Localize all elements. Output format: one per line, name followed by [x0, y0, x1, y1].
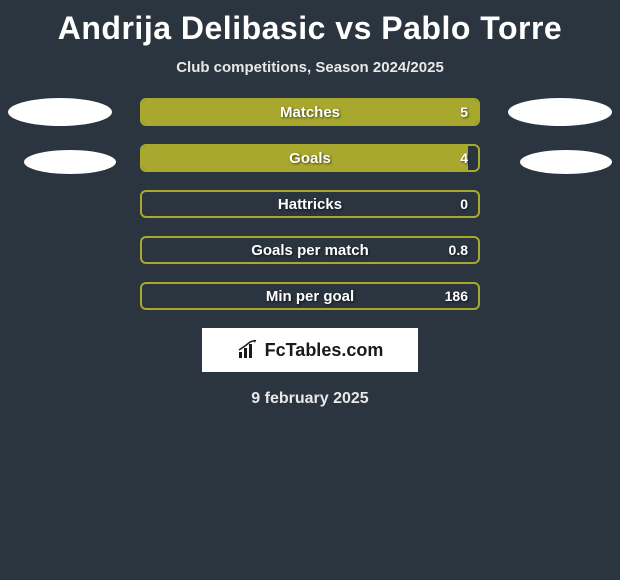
branding-box: FcTables.com	[202, 328, 418, 372]
stat-label: Goals per match	[142, 238, 478, 262]
stat-value: 4	[460, 146, 468, 170]
decorative-ellipse	[520, 150, 612, 174]
stat-label: Goals	[142, 146, 478, 170]
page-title: Andrija Delibasic vs Pablo Torre	[0, 0, 620, 47]
stat-row: Hattricks0	[140, 190, 480, 218]
branding-text: FcTables.com	[265, 340, 384, 361]
stat-row: Min per goal186	[140, 282, 480, 310]
subtitle: Club competitions, Season 2024/2025	[0, 59, 620, 76]
footer-date: 9 february 2025	[0, 390, 620, 408]
chart-icon	[237, 340, 259, 360]
stat-label: Min per goal	[142, 284, 478, 308]
stat-value: 186	[445, 284, 468, 308]
stat-label: Matches	[142, 100, 478, 124]
decorative-ellipse	[24, 150, 116, 174]
stat-row: Matches5	[140, 98, 480, 126]
stat-label: Hattricks	[142, 192, 478, 216]
stat-value: 0.8	[449, 238, 468, 262]
decorative-ellipse	[8, 98, 112, 126]
stat-value: 5	[460, 100, 468, 124]
stat-row: Goals4	[140, 144, 480, 172]
stat-value: 0	[460, 192, 468, 216]
decorative-ellipse	[508, 98, 612, 126]
stat-row: Goals per match0.8	[140, 236, 480, 264]
chart-area: Matches5Goals4Hattricks0Goals per match0…	[0, 98, 620, 310]
